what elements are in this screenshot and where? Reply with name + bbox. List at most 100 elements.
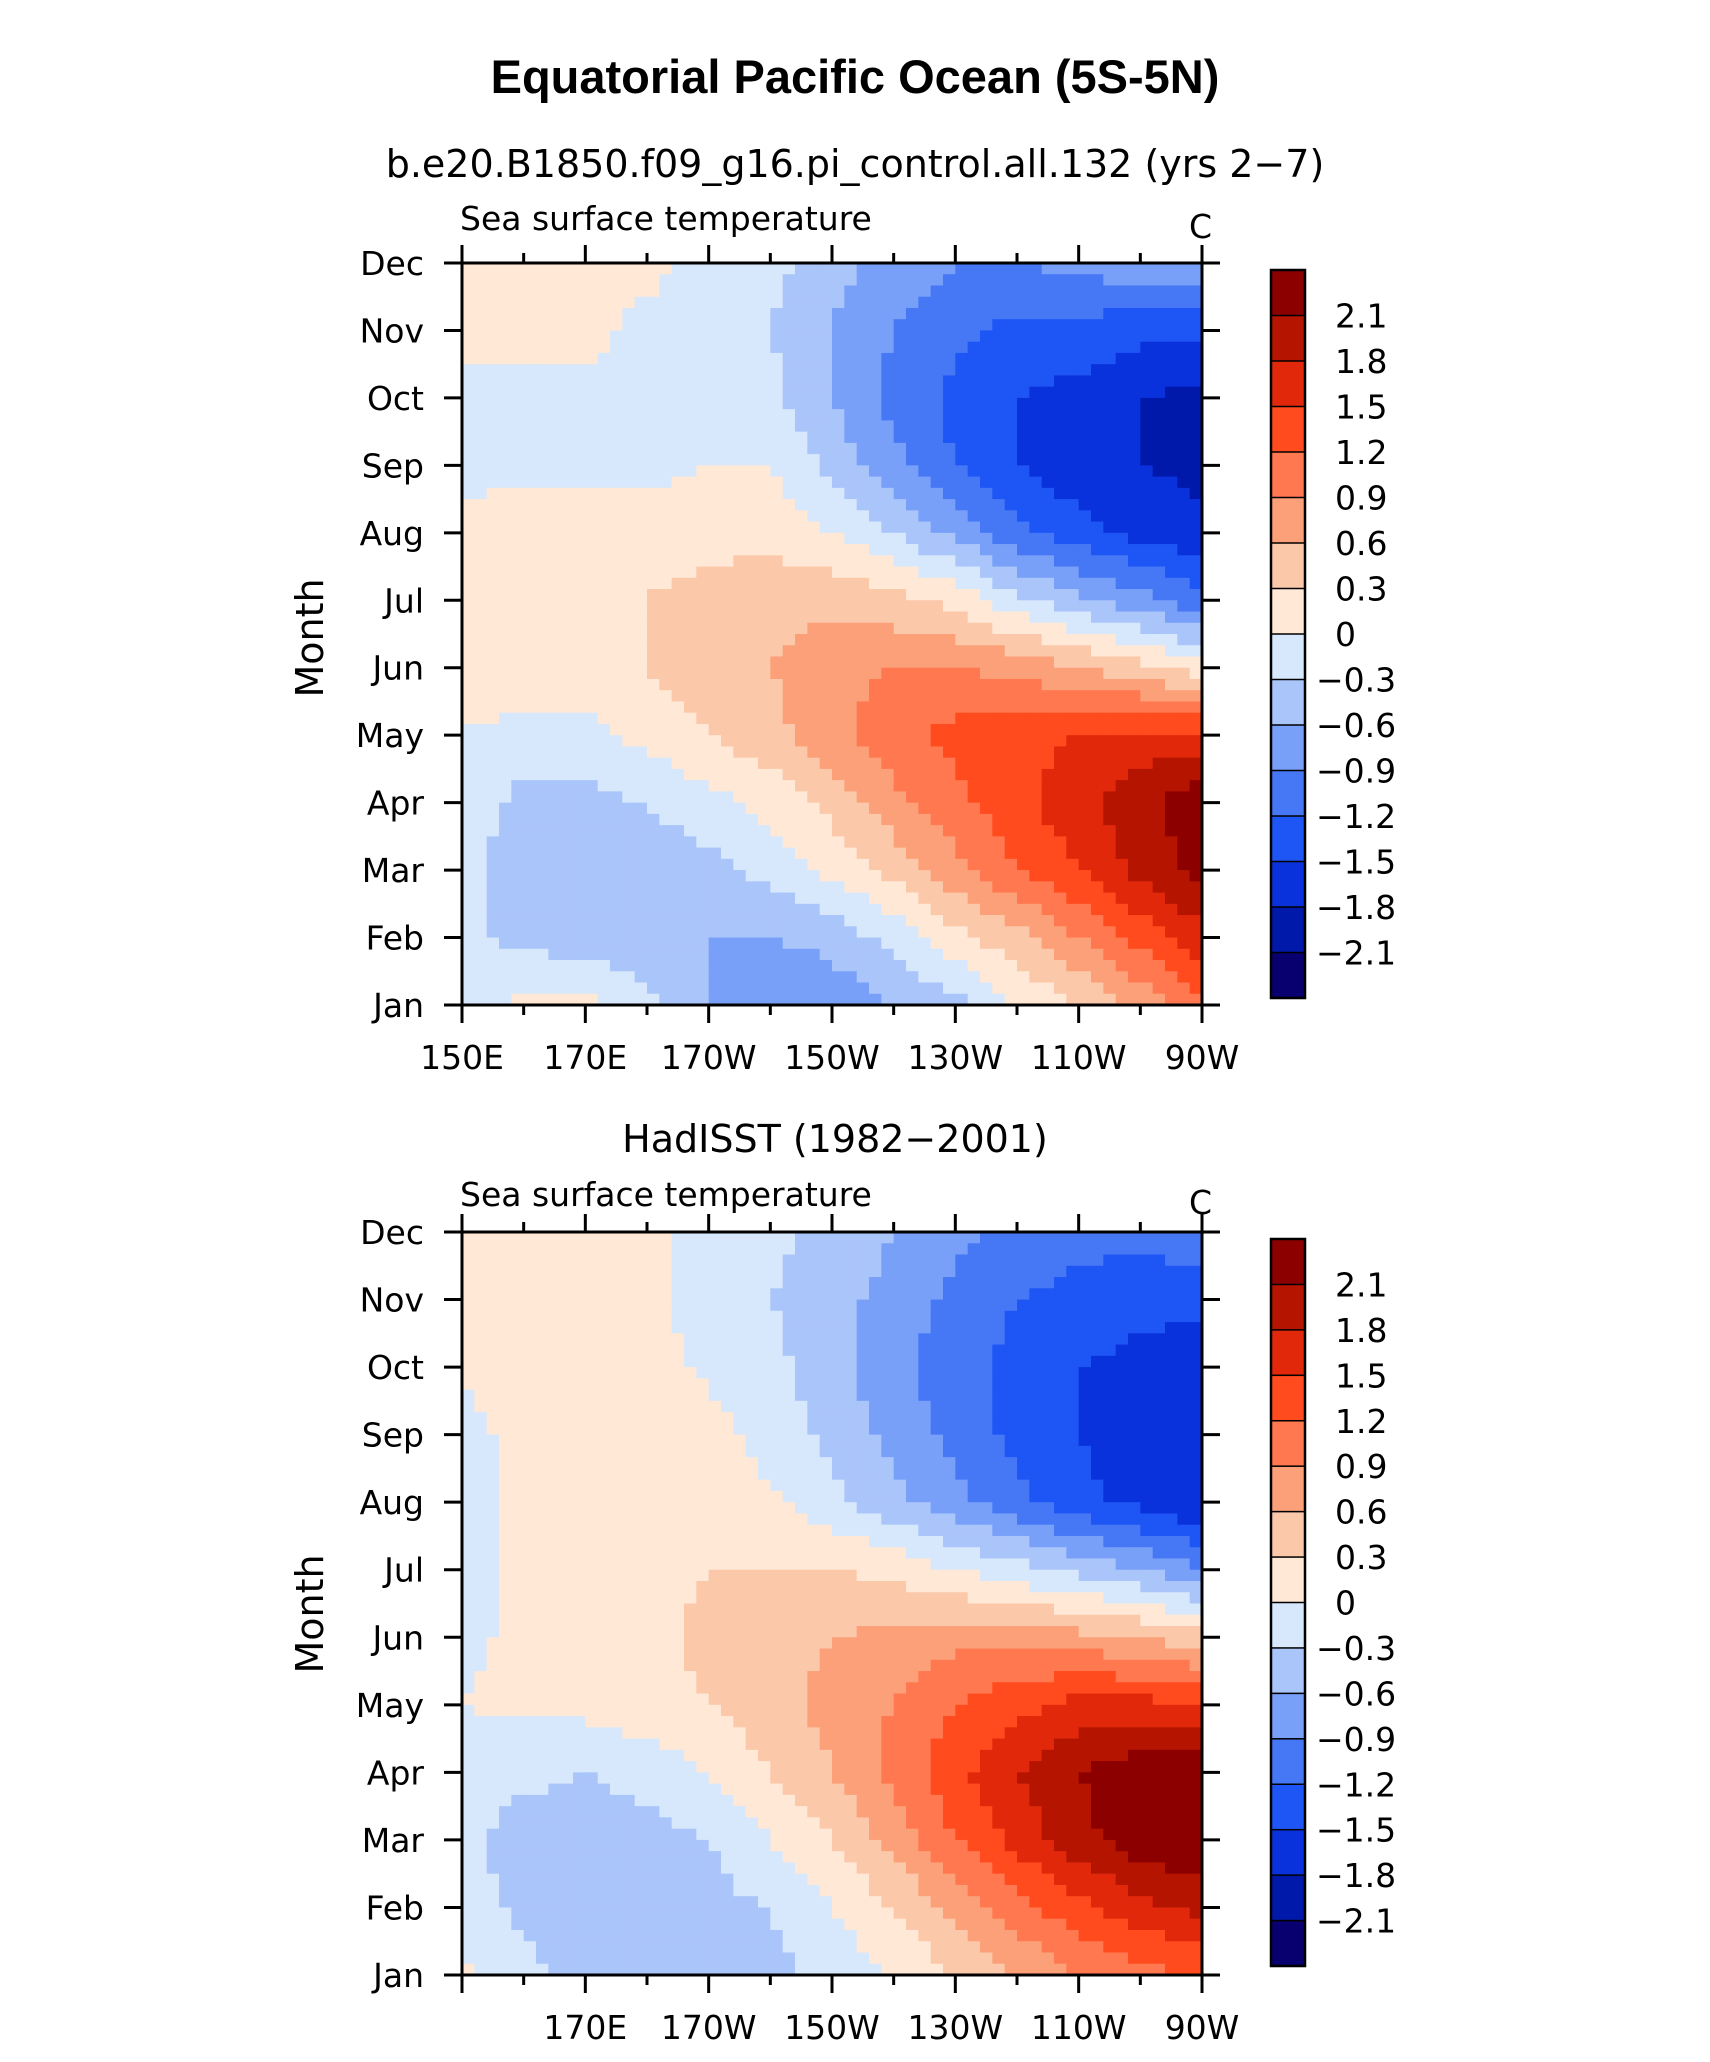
- heatmap-cell: [523, 611, 537, 624]
- heatmap-cell: [499, 499, 512, 511]
- heatmap-cell: [955, 1333, 969, 1346]
- heatmap-cell: [869, 386, 882, 399]
- heatmap-cell: [770, 555, 784, 568]
- heatmap-cell: [758, 263, 771, 275]
- heatmap-cell: [893, 577, 907, 590]
- heatmap-cell: [807, 420, 821, 433]
- heatmap-cell: [758, 937, 771, 950]
- heatmap-cell: [610, 566, 623, 579]
- heatmap-cell: [967, 375, 981, 388]
- heatmap-cell: [967, 802, 981, 815]
- heatmap-cell: [1078, 656, 1092, 669]
- heatmap-cell: [474, 420, 488, 433]
- heatmap-cell: [499, 521, 512, 534]
- heatmap-cell: [869, 1232, 882, 1244]
- heatmap-cell: [856, 1254, 870, 1267]
- heatmap-cell: [881, 589, 895, 601]
- heatmap-cell: [1128, 948, 1141, 961]
- heatmap-cell: [770, 723, 784, 736]
- heatmap-cell: [671, 285, 685, 298]
- heatmap-cell: [622, 1400, 636, 1413]
- heatmap-cell: [1017, 386, 1030, 399]
- heatmap-cell: [560, 858, 574, 871]
- heatmap-cell: [1017, 1288, 1030, 1301]
- heatmap-cell: [585, 589, 599, 601]
- heatmap-cell: [511, 656, 525, 669]
- heatmap-cell: [511, 1400, 525, 1413]
- heatmap-cell: [832, 847, 845, 860]
- heatmap-cell: [856, 971, 870, 984]
- heatmap-cell: [560, 960, 574, 972]
- heatmap-cell: [659, 577, 673, 590]
- heatmap-cell: [696, 1355, 710, 1368]
- heatmap-cell: [721, 858, 734, 871]
- heatmap-cell: [1115, 555, 1129, 568]
- heatmap-cell: [918, 409, 932, 421]
- heatmap-cell: [647, 1378, 660, 1391]
- heatmap-cell: [486, 903, 500, 916]
- heatmap-cell: [795, 577, 808, 590]
- heatmap-cell: [745, 1299, 759, 1312]
- heatmap-cell: [634, 364, 648, 377]
- heatmap-cell: [758, 566, 771, 579]
- heatmap-cell: [918, 937, 932, 950]
- heatmap-cell: [560, 589, 574, 601]
- heatmap-cell: [819, 757, 833, 770]
- heatmap-cell: [721, 577, 734, 590]
- heatmap-cell: [1140, 566, 1154, 579]
- heatmap-cell: [819, 364, 833, 377]
- heatmap-cell: [499, 420, 512, 433]
- heatmap-cell: [548, 375, 562, 388]
- heatmap-cell: [585, 870, 599, 882]
- heatmap-cell: [1165, 431, 1178, 444]
- heatmap-cell: [819, 915, 833, 927]
- heatmap-cell: [474, 1378, 488, 1391]
- heatmap-cell: [930, 1277, 944, 1289]
- heatmap-cell: [610, 870, 623, 882]
- heatmap-cell: [770, 825, 784, 837]
- heatmap-cell: [1004, 274, 1018, 287]
- heatmap-cell: [770, 780, 784, 792]
- heatmap-cell: [597, 825, 611, 837]
- heatmap-cell: [832, 960, 845, 972]
- heatmap-cell: [708, 712, 722, 725]
- heatmap-cell: [610, 892, 623, 905]
- heatmap-cell: [918, 813, 932, 826]
- heatmap-cell: [548, 1344, 562, 1357]
- heatmap-cell: [708, 420, 722, 433]
- heatmap-cell: [955, 1299, 969, 1312]
- heatmap-cell: [967, 634, 981, 646]
- heatmap-cell: [548, 678, 562, 691]
- heatmap-cell: [955, 465, 969, 478]
- heatmap-cell: [869, 870, 882, 882]
- heatmap-cell: [1004, 1355, 1018, 1368]
- heatmap-cell: [893, 330, 907, 343]
- heatmap-cell: [832, 1243, 845, 1256]
- heatmap-cell: [499, 645, 512, 658]
- heatmap-cell: [721, 757, 734, 770]
- heatmap-cell: [980, 1389, 993, 1402]
- heatmap-cell: [1152, 645, 1166, 658]
- heatmap-cell: [881, 352, 895, 365]
- heatmap-cell: [819, 836, 833, 849]
- heatmap-cell: [869, 1254, 882, 1267]
- heatmap-cell: [474, 499, 488, 511]
- heatmap-cell: [881, 364, 895, 377]
- heatmap-cell: [671, 274, 685, 287]
- heatmap-cell: [955, 296, 969, 309]
- heatmap-cell: [992, 937, 1006, 950]
- heatmap-cell: [918, 431, 932, 444]
- heatmap-cell: [659, 1355, 673, 1368]
- heatmap-cell: [770, 903, 784, 916]
- heatmap-cell: [795, 1355, 808, 1368]
- heatmap-cell: [573, 1344, 586, 1357]
- heatmap-cell: [708, 667, 722, 680]
- heatmap-cell: [893, 836, 907, 849]
- heatmap-cell: [684, 858, 697, 871]
- heatmap-cell: [1140, 656, 1154, 669]
- heatmap-cell: [573, 1288, 586, 1301]
- heatmap-cell: [536, 510, 549, 523]
- heatmap-cell: [1165, 420, 1178, 433]
- heatmap-cell: [807, 532, 821, 545]
- heatmap-cell: [745, 903, 759, 916]
